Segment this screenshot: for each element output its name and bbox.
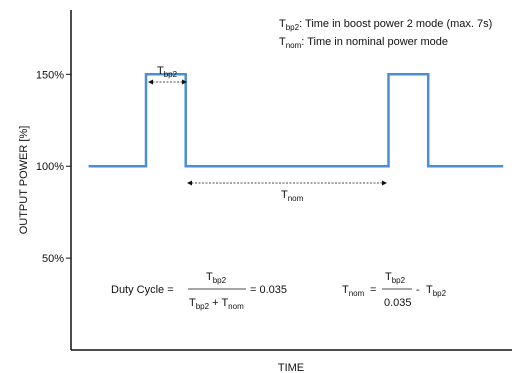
series-group [88, 73, 504, 168]
legend-item-tnom: Tnom: Time in nominal power mode [279, 36, 448, 50]
tnom-formula-rhs: Tbp2 [426, 284, 447, 298]
tnom-arrow-right [382, 180, 387, 186]
tnom-arrow-left [187, 180, 192, 186]
tnom-dimension: Tnom [187, 180, 387, 203]
tnom-formula-denominator: 0.035 [384, 297, 412, 309]
output-power-line [88, 73, 504, 168]
duty-denominator: Tbp2 + Tnom [189, 297, 244, 311]
duty-cycle-formula: Duty Cycle = Tbp2 Tbp2 + Tnom = 0.035 [111, 271, 287, 311]
duty-numerator: Tbp2 [206, 271, 227, 285]
x-axis-label: TIME [278, 362, 304, 373]
y-tick-label: 100% [36, 161, 64, 173]
tnom-formula-minus: - [416, 284, 420, 296]
tnom-formula-lhs: Tnom [342, 284, 365, 298]
y-axis-label: OUTPUT POWER [%] [18, 126, 30, 235]
tbp2-dimension: Tbp2 [148, 65, 187, 85]
tnom-formula-equals: = [370, 284, 376, 296]
tbp2-arrow-left [148, 79, 153, 85]
duty-result: = 0.035 [250, 284, 287, 296]
legend: Tbp2: Time in boost power 2 mode (max. 7… [279, 18, 492, 50]
legend-item-tbp2: Tbp2: Time in boost power 2 mode (max. 7… [279, 18, 492, 32]
tnom-formula-numerator: Tbp2 [385, 271, 406, 285]
y-tick-label: 50% [42, 253, 64, 265]
y-ticks: 150% 100% 50% [36, 69, 71, 265]
y-tick-label: 150% [36, 69, 64, 81]
tnom-formula: Tnom = Tbp2 0.035 - Tbp2 [342, 271, 447, 309]
tbp2-label: Tbp2 [157, 65, 178, 79]
duty-cycle-label: Duty Cycle = [111, 284, 174, 296]
tbp2-arrow-right [182, 79, 187, 85]
tnom-label: Tnom [281, 189, 304, 203]
